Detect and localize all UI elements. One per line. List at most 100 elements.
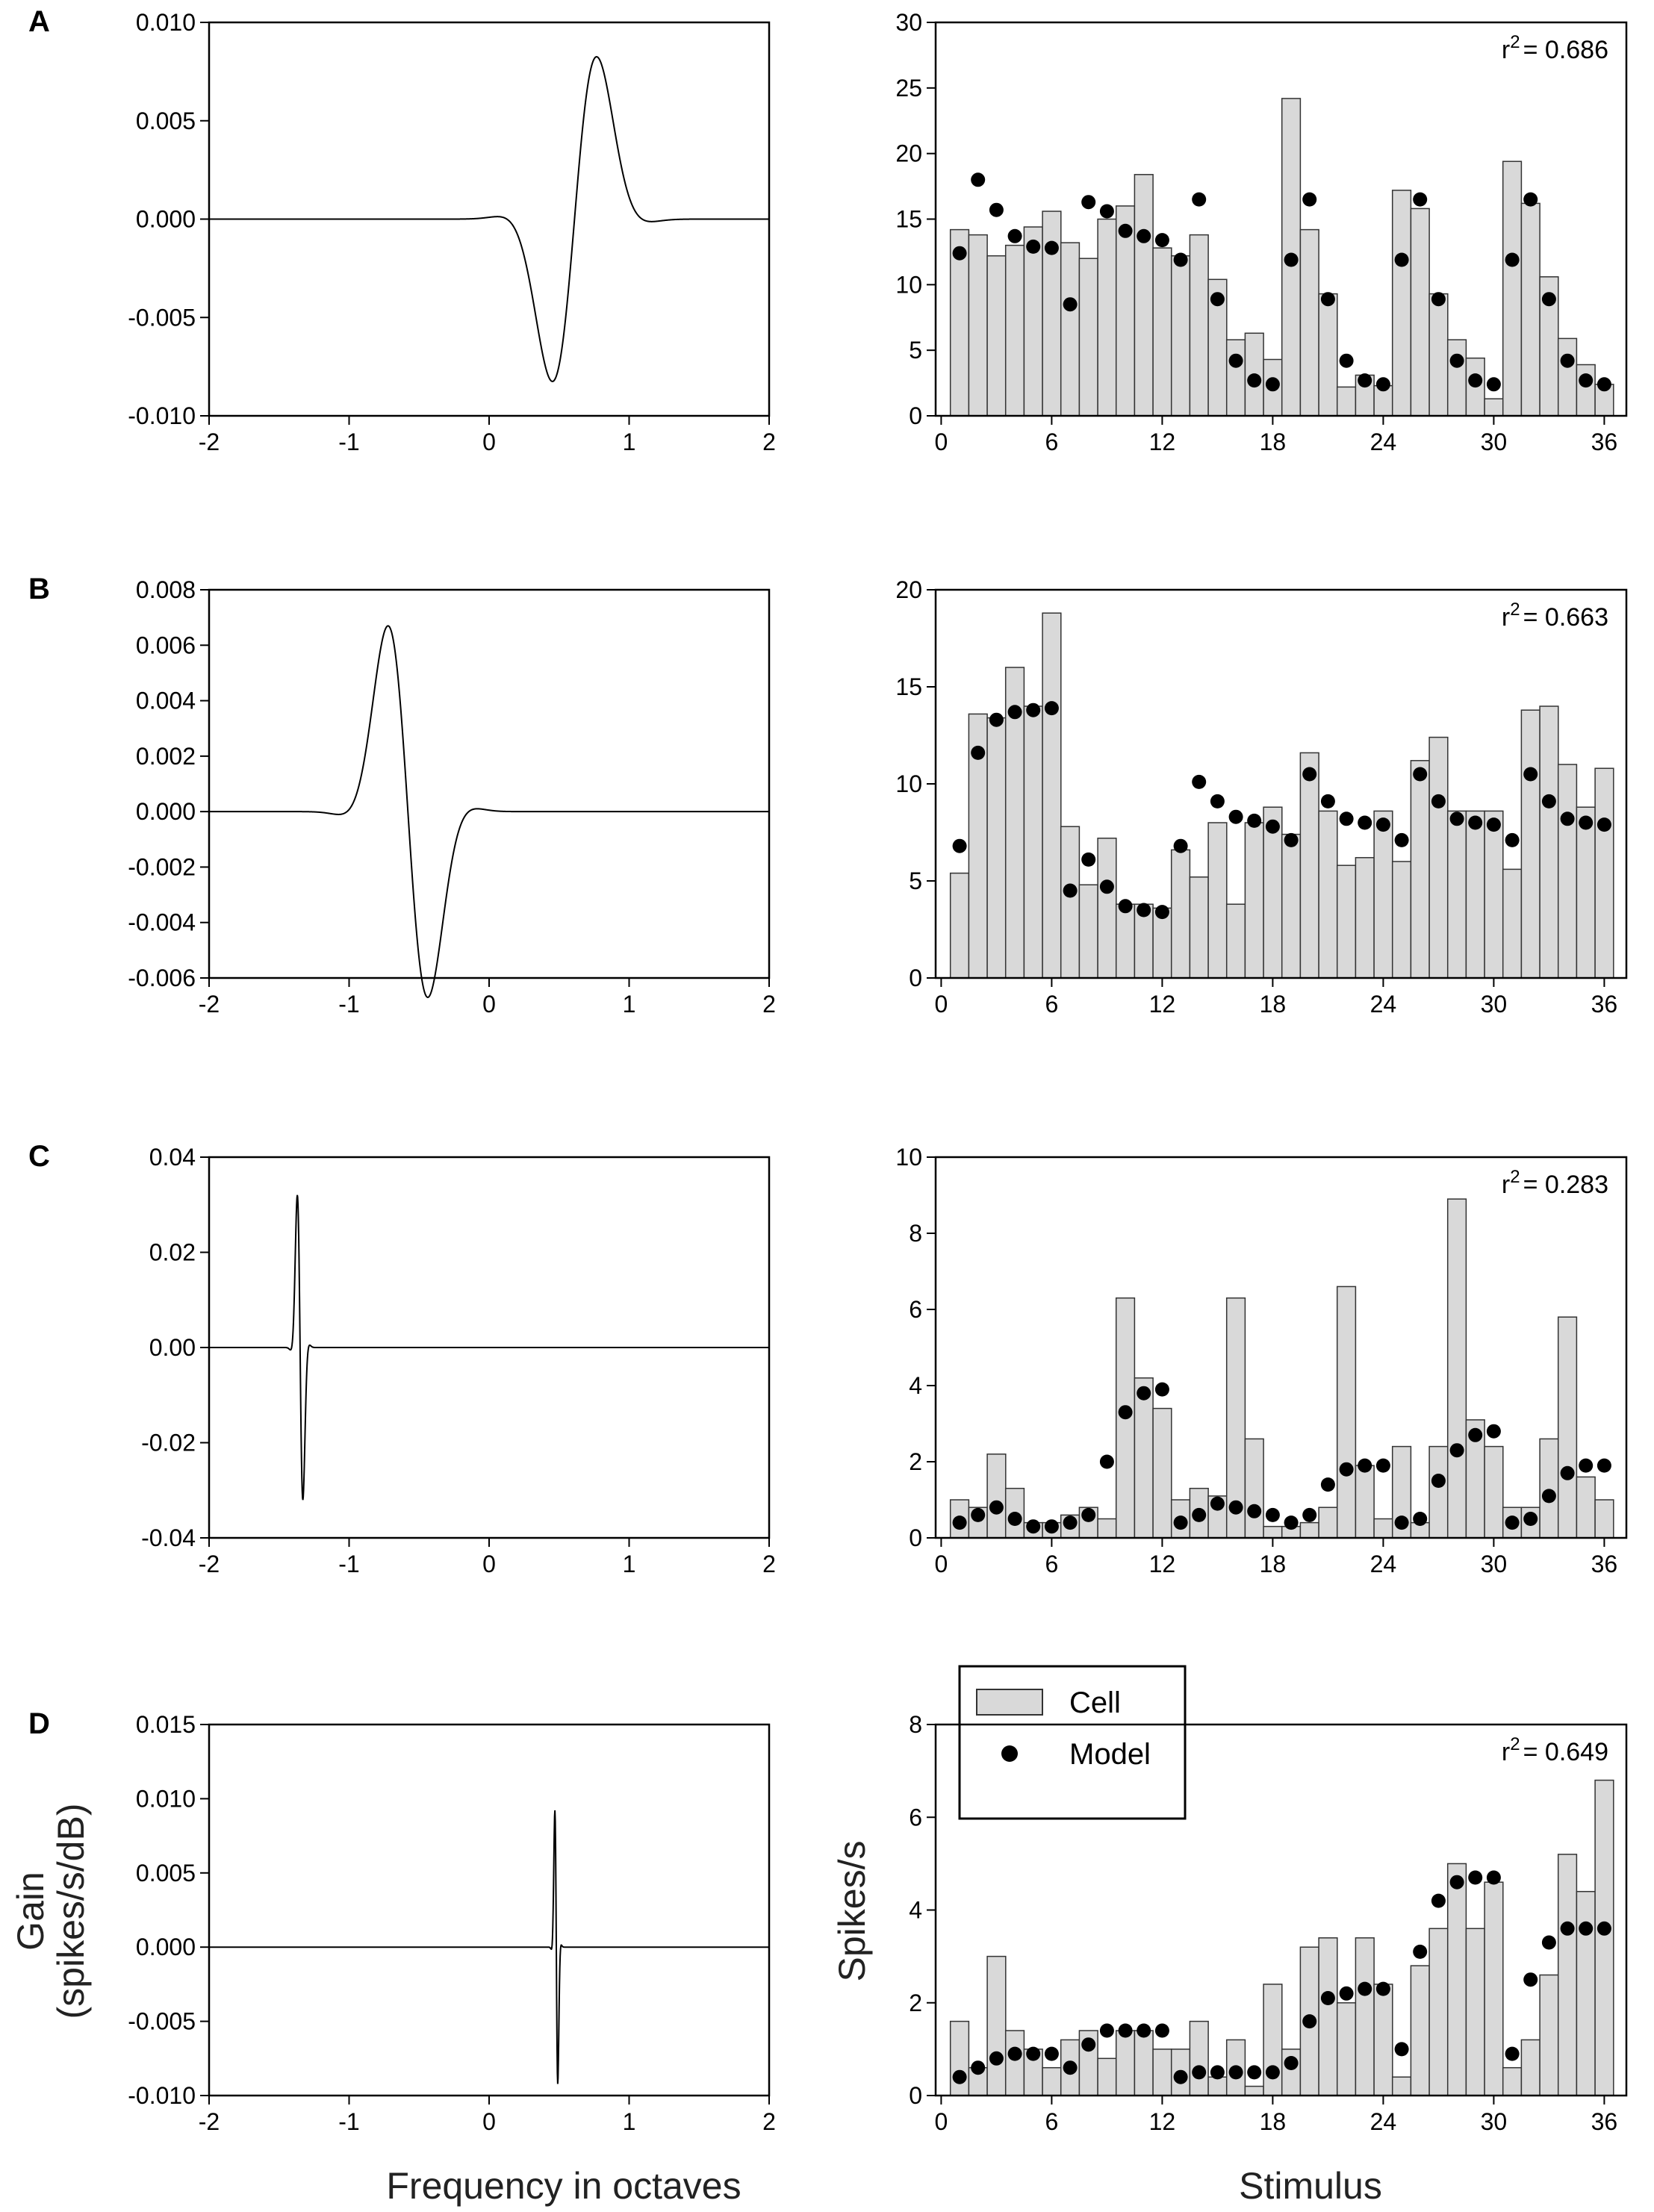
point-model-32 [1523, 1512, 1538, 1526]
point-model-21 [1320, 292, 1335, 307]
y-tick-label: 0 [909, 2082, 922, 2109]
y-tick-label: 0 [909, 965, 922, 991]
point-model-6 [1044, 701, 1059, 716]
point-model-21 [1320, 1991, 1335, 2005]
y-tick-label: 15 [895, 206, 922, 233]
point-model-34 [1560, 353, 1575, 368]
point-model-20 [1302, 192, 1317, 207]
x-tick-label: 0 [935, 2108, 948, 2135]
y-tick-label: 0.008 [136, 576, 196, 603]
y-tick-label: -0.006 [128, 965, 196, 991]
bar-cell-9 [1097, 838, 1117, 979]
point-model-2 [971, 172, 986, 187]
bar-cell-23 [1355, 1465, 1375, 1539]
bar-cell-12 [1152, 1407, 1172, 1539]
bar-cell-22 [1336, 1286, 1357, 1539]
bar-cell-8 [1078, 258, 1098, 417]
y-tick-label: 8 [909, 1711, 922, 1738]
point-model-13 [1173, 2069, 1188, 2084]
bar-cell-9 [1097, 2057, 1117, 2096]
x-tick-label: 1 [623, 991, 636, 1018]
point-model-33 [1541, 292, 1556, 307]
bar-cell-24 [1373, 810, 1393, 979]
point-model-13 [1173, 252, 1188, 267]
x-tick-label: 18 [1260, 2108, 1287, 2135]
x-tick-label: 36 [1591, 1551, 1618, 1577]
y-tick-label: 0.04 [149, 1144, 196, 1171]
point-model-2 [971, 745, 986, 760]
point-model-19 [1284, 2056, 1299, 2070]
bar-cell-36 [1594, 1779, 1614, 2096]
point-model-10 [1118, 223, 1133, 238]
x-tick-label: 24 [1370, 991, 1397, 1018]
point-model-17 [1247, 2065, 1262, 2080]
bar-cell-21 [1318, 293, 1338, 417]
point-model-31 [1505, 832, 1520, 847]
point-model-25 [1394, 1515, 1409, 1530]
y-tick-label: 20 [895, 576, 922, 603]
bar-cell-14 [1189, 876, 1209, 979]
bar-cell-22 [1336, 864, 1357, 979]
point-model-19 [1284, 1515, 1299, 1530]
r-squared-label: r2 = 0.663 [1502, 599, 1608, 632]
bar-cell-24 [1373, 1518, 1393, 1539]
y-tick-label: 0.005 [136, 108, 196, 134]
point-model-4 [1007, 228, 1022, 243]
panel-d-left: -2 -1 0 1 2 -0.010 -0.005 0.000 0.005 0.010 0.015 [128, 1711, 776, 2135]
bar-cell-10 [1115, 2030, 1136, 2096]
plot-frame [934, 1156, 1628, 1539]
point-model-13 [1173, 838, 1188, 853]
x-axis-label-stimulus: Stimulus [1239, 2165, 1382, 2207]
y-tick-label: 6 [909, 1296, 922, 1323]
y-tick-label: 10 [895, 271, 922, 298]
panel-b-left: -2 -1 0 1 2 -0.006 -0.004 -0.002 0.000 0.002 0.004… [128, 576, 776, 1018]
point-model-21 [1320, 1477, 1335, 1492]
point-model-23 [1358, 815, 1372, 830]
y-tick-label: 30 [895, 9, 922, 36]
y-tick-label: -0.005 [128, 2008, 196, 2035]
plot-frame [208, 1156, 771, 1539]
bar-cell-21 [1318, 1507, 1338, 1539]
point-model-28 [1449, 1443, 1464, 1458]
x-tick-label: 24 [1370, 429, 1397, 455]
point-model-30 [1486, 1424, 1501, 1439]
point-model-36 [1597, 817, 1611, 832]
bar-cell-27 [1428, 736, 1449, 979]
y-tick-label: -0.04 [141, 1524, 196, 1551]
point-model-20 [1302, 1507, 1317, 1522]
y-tick-label: 6 [909, 1804, 922, 1831]
point-model-24 [1375, 377, 1390, 392]
panel-label-b: B [28, 573, 50, 605]
point-model-7 [1063, 297, 1078, 312]
y-tick-label: 0.015 [136, 1711, 196, 1738]
bar-cell-11 [1134, 2030, 1154, 2096]
strf-curve [209, 56, 769, 382]
x-tick-label: 2 [762, 1551, 776, 1577]
point-model-11 [1137, 228, 1151, 243]
bar-cell-3 [986, 1454, 1007, 1539]
y-tick-label: 15 [895, 673, 922, 700]
point-model-31 [1505, 1515, 1520, 1530]
point-model-24 [1375, 817, 1390, 832]
bar-cell-22 [1336, 2002, 1357, 2096]
point-model-1 [952, 246, 967, 261]
y-tick-label: 0.010 [136, 9, 196, 36]
bar-cell-10 [1115, 903, 1136, 979]
x-axis-label-frequency: Frequency in octaves [386, 2165, 741, 2207]
bar-cell-2 [968, 234, 988, 417]
point-model-33 [1541, 794, 1556, 809]
x-tick-label: 2 [762, 2108, 776, 2135]
point-model-11 [1137, 2023, 1151, 2038]
bar-cell-13 [1170, 849, 1191, 979]
x-tick-label: 36 [1591, 991, 1618, 1018]
bar-cell-28 [1446, 1198, 1467, 1539]
y-tick-label: 0.000 [136, 206, 196, 233]
y-tick-label: 0.010 [136, 1785, 196, 1812]
bar-cell-29 [1465, 810, 1485, 979]
bar-cell-4 [1004, 244, 1025, 417]
bar-cell-17 [1244, 2085, 1264, 2096]
y-tick-label: 0.02 [149, 1239, 196, 1266]
point-model-18 [1265, 2065, 1280, 2080]
